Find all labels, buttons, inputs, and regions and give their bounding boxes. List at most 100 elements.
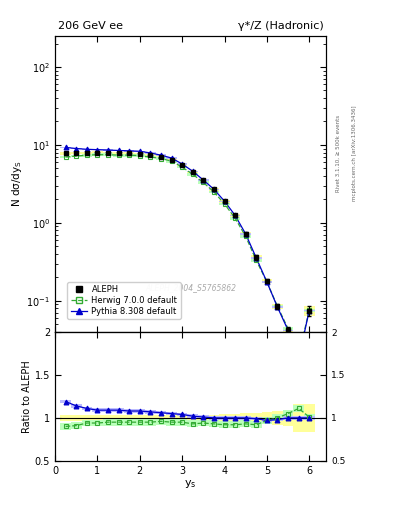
Bar [304,404,314,432]
Bar [293,358,304,359]
Bar [262,281,272,283]
Bar [156,157,166,160]
Bar [304,309,314,311]
Bar [124,419,134,425]
Bar [71,152,81,154]
Bar [187,414,198,418]
Bar [293,405,304,412]
Bar [113,150,124,151]
Bar [103,152,113,154]
Bar [241,420,251,428]
Bar [92,149,103,151]
Bar [177,166,187,168]
Bar [166,412,177,415]
Text: γ*/Z (Hadronic): γ*/Z (Hadronic) [238,22,323,31]
Bar [60,400,71,403]
Bar [230,416,241,420]
Bar [219,416,230,420]
Bar [145,419,156,425]
Bar [134,154,145,157]
X-axis label: y$_\mathrm{s}$: y$_\mathrm{s}$ [184,478,197,490]
Bar [304,414,314,420]
Bar [60,152,71,155]
Bar [92,154,103,156]
Bar [156,418,166,425]
Bar [81,420,92,426]
Bar [103,415,113,421]
Bar [251,421,262,428]
Bar [198,179,209,182]
Bar [81,407,92,410]
Bar [71,155,81,158]
Bar [283,416,293,420]
Bar [219,201,230,202]
Bar [166,415,177,420]
Bar [177,413,187,416]
Bar [145,410,156,414]
Bar [113,154,124,157]
Bar [230,421,241,428]
Bar [60,415,71,421]
Bar [251,413,262,423]
Bar [209,416,219,420]
Bar [177,164,187,166]
Y-axis label: N dσ/dy$_\mathrm{S}$: N dσ/dy$_\mathrm{S}$ [9,161,24,207]
Bar [272,418,283,421]
Bar [60,147,71,148]
Bar [134,153,145,155]
Bar [219,203,230,205]
Bar [166,159,177,161]
Bar [262,417,272,424]
Bar [145,415,156,421]
Bar [187,173,198,176]
Bar [241,232,251,236]
Bar [304,310,314,311]
Bar [241,235,251,238]
Bar [113,409,124,412]
Bar [241,416,251,420]
Bar [134,409,145,413]
Bar [283,327,293,334]
Bar [177,419,187,425]
Bar [251,255,262,260]
Bar [113,415,124,421]
Bar [145,152,156,154]
Bar [103,419,113,425]
Text: ALEPH_2004_S5765862: ALEPH_2004_S5765862 [145,283,236,292]
Bar [166,419,177,425]
Bar [262,279,272,284]
Bar [124,150,134,152]
Bar [124,409,134,413]
Bar [209,188,219,190]
Bar [60,423,71,430]
Bar [209,188,219,190]
Bar [251,258,262,259]
Bar [92,152,103,154]
Bar [272,305,283,308]
Bar [283,410,293,426]
Bar [92,420,103,426]
Bar [230,215,241,216]
Bar [156,155,166,156]
Bar [251,259,262,262]
Bar [230,414,241,422]
Bar [60,156,71,158]
Bar [71,422,81,429]
Bar [230,217,241,220]
Bar [293,403,304,432]
Bar [187,171,198,173]
Bar [187,415,198,421]
Bar [134,415,145,421]
Bar [71,404,81,408]
Bar [230,214,241,217]
Bar [124,152,134,155]
Bar [283,327,293,330]
Bar [198,179,209,181]
Bar [156,156,166,158]
Bar [113,152,124,155]
Bar [81,152,92,154]
Bar [166,160,177,162]
Bar [219,200,230,203]
Bar [177,163,187,165]
Bar [134,419,145,425]
